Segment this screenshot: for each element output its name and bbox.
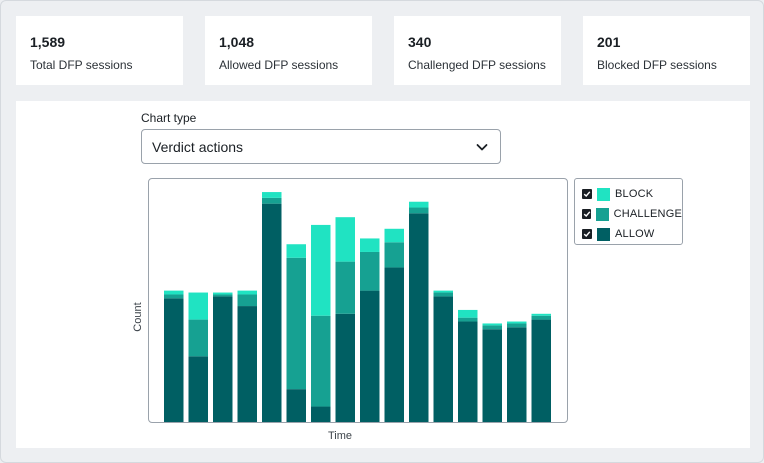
checkmark-icon: [583, 211, 591, 218]
stat-value: 1,589: [30, 34, 66, 50]
chart-type-label: Chart type: [141, 111, 197, 125]
bar-allow-15: [531, 319, 551, 422]
checkmark-icon: [583, 231, 591, 238]
legend-label: BLOCK: [615, 188, 654, 200]
stat-label: Total DFP sessions: [30, 58, 133, 72]
checkbox-checked-icon[interactable]: [582, 189, 592, 199]
bar-chart: [164, 192, 551, 422]
bar-challenge-15: [531, 315, 551, 320]
legend-swatch: [597, 187, 610, 201]
legend-swatch: [597, 227, 610, 241]
bar-allow-6: [311, 406, 331, 422]
bar-block-12: [458, 309, 478, 318]
legend-label: CHALLENGE: [613, 208, 682, 220]
stat-value: 340: [408, 34, 432, 50]
bar-allow-11: [433, 296, 453, 422]
chart-type-selected-value: Verdict actions: [152, 138, 244, 155]
bar-allow-10: [409, 213, 429, 422]
legend-item-challenge[interactable]: CHALLENGE: [582, 204, 682, 224]
y-axis-label: Count: [132, 302, 144, 332]
bar-challenge-7: [335, 261, 355, 314]
x-axis-label: Time: [328, 430, 353, 442]
stat-card-allowed: 1,048 Allowed DFP sessions: [205, 16, 372, 85]
chart-panel: Chart type Verdict actions Count Time BL…: [16, 101, 750, 448]
bar-challenge-4: [262, 197, 282, 204]
legend-item-block[interactable]: BLOCK: [582, 184, 682, 204]
bar-block-6: [311, 224, 331, 316]
bar-challenge-11: [433, 292, 453, 297]
legend-item-allow[interactable]: ALLOW: [582, 224, 682, 244]
bar-challenge-12: [458, 317, 478, 322]
bar-allow-5: [286, 389, 306, 422]
bar-allow-4: [262, 203, 282, 422]
stat-card-challenged: 340 Challenged DFP sessions: [394, 16, 561, 85]
bar-challenge-9: [384, 242, 404, 268]
bar-block-11: [433, 290, 453, 293]
stat-label: Blocked DFP sessions: [597, 58, 717, 72]
bar-allow-12: [458, 321, 478, 422]
bar-block-8: [360, 238, 380, 252]
bar-allow-13: [482, 329, 502, 422]
checkbox-checked-icon[interactable]: [582, 229, 592, 239]
bar-block-15: [531, 313, 551, 316]
chart-legend: BLOCK CHALLENGE ALLOW: [574, 178, 683, 245]
stat-label: Allowed DFP sessions: [219, 58, 339, 72]
bar-allow-14: [507, 327, 527, 422]
stat-value: 1,048: [219, 34, 255, 50]
bar-block-7: [335, 217, 355, 262]
bar-challenge-8: [360, 251, 380, 291]
bar-challenge-2: [213, 294, 233, 297]
bar-challenge-1: [188, 319, 208, 357]
bar-block-10: [409, 201, 429, 208]
bar-allow-1: [188, 356, 208, 422]
bar-allow-3: [237, 306, 257, 422]
bar-challenge-6: [311, 315, 331, 407]
stat-card-blocked: 201 Blocked DFP sessions: [583, 16, 750, 85]
bar-challenge-0: [164, 294, 184, 299]
bar-challenge-3: [237, 294, 257, 307]
bar-block-13: [482, 323, 502, 326]
stat-value: 201: [597, 34, 621, 50]
chart-type-select[interactable]: Verdict actions: [141, 129, 501, 164]
bar-block-9: [384, 228, 404, 243]
legend-label: ALLOW: [615, 228, 655, 240]
bar-block-14: [507, 321, 527, 324]
bar-block-4: [262, 192, 282, 198]
bar-allow-8: [360, 290, 380, 422]
bar-challenge-13: [482, 325, 502, 330]
bar-block-5: [286, 244, 306, 258]
checkbox-checked-icon[interactable]: [582, 209, 592, 219]
bar-allow-7: [335, 313, 355, 422]
legend-swatch: [596, 207, 609, 221]
bar-allow-9: [384, 267, 404, 422]
bar-challenge-5: [286, 257, 306, 390]
chevron-down-icon: [476, 143, 488, 150]
bar-allow-2: [213, 296, 233, 422]
bar-block-3: [237, 290, 257, 295]
checkmark-icon: [583, 191, 591, 198]
bar-allow-0: [164, 298, 184, 422]
bar-block-1: [188, 292, 208, 320]
bar-challenge-14: [507, 323, 527, 328]
stat-card-total: 1,589 Total DFP sessions: [16, 16, 183, 85]
bar-block-0: [164, 290, 184, 295]
bar-challenge-10: [409, 207, 429, 214]
stat-label: Challenged DFP sessions: [408, 58, 546, 72]
bar-block-2: [213, 292, 233, 295]
chart-plot-area: [148, 178, 568, 423]
